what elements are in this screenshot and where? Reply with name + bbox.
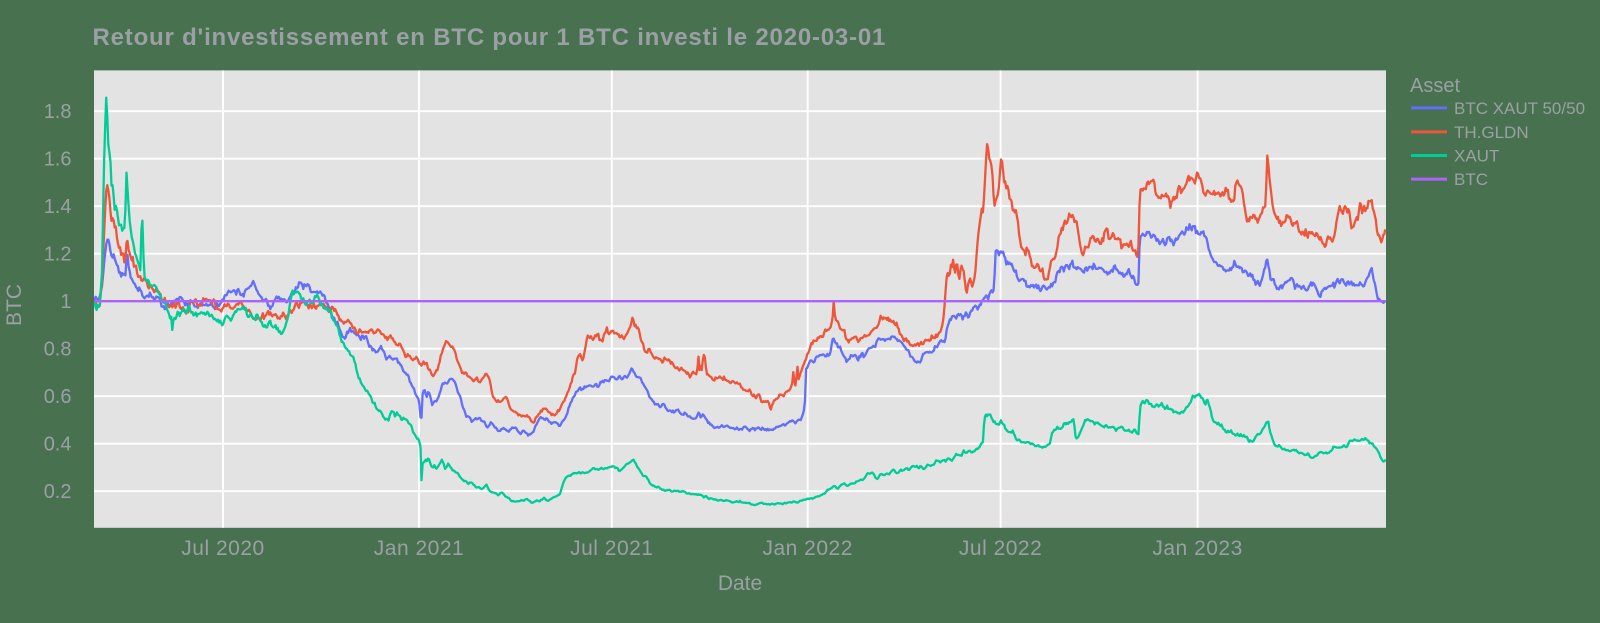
svg-text:XAUT: XAUT — [1454, 147, 1499, 166]
svg-text:Retour d'investissement en BTC: Retour d'investissement en BTC pour 1 BT… — [93, 24, 887, 51]
svg-text:1.4: 1.4 — [44, 196, 72, 218]
svg-text:0.2: 0.2 — [44, 481, 72, 503]
svg-text:1.6: 1.6 — [44, 149, 72, 171]
svg-text:0.6: 0.6 — [44, 386, 72, 408]
svg-text:Asset: Asset — [1410, 75, 1460, 97]
svg-text:0.8: 0.8 — [44, 339, 72, 361]
svg-text:Jul 2021: Jul 2021 — [570, 537, 653, 560]
svg-text:BTC: BTC — [1454, 170, 1488, 189]
svg-text:Jan 2021: Jan 2021 — [374, 537, 464, 560]
svg-text:0.4: 0.4 — [44, 434, 72, 456]
svg-text:Jul 2022: Jul 2022 — [959, 537, 1042, 560]
svg-text:Jan 2022: Jan 2022 — [762, 537, 852, 560]
svg-text:Jan 2023: Jan 2023 — [1152, 537, 1242, 560]
svg-text:BTC XAUT 50/50: BTC XAUT 50/50 — [1454, 99, 1585, 118]
svg-text:1: 1 — [60, 291, 71, 313]
svg-text:TH.GLDN: TH.GLDN — [1454, 123, 1529, 142]
svg-text:1.2: 1.2 — [44, 244, 72, 266]
svg-text:Date: Date — [718, 572, 762, 595]
svg-text:1.8: 1.8 — [44, 101, 72, 123]
svg-text:Jul 2020: Jul 2020 — [181, 537, 264, 560]
svg-text:BTC: BTC — [3, 284, 26, 326]
